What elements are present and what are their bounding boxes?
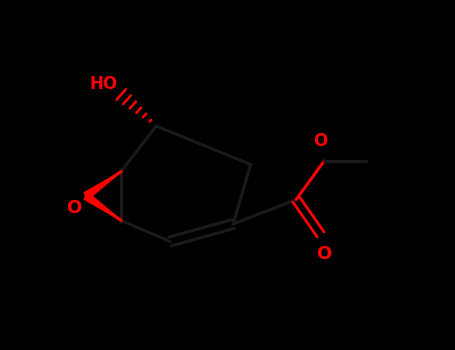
Polygon shape [84,193,121,220]
Polygon shape [84,172,121,199]
Text: O: O [66,199,81,217]
Text: HO: HO [90,75,118,93]
Text: O: O [313,133,328,150]
Text: O: O [317,245,332,263]
